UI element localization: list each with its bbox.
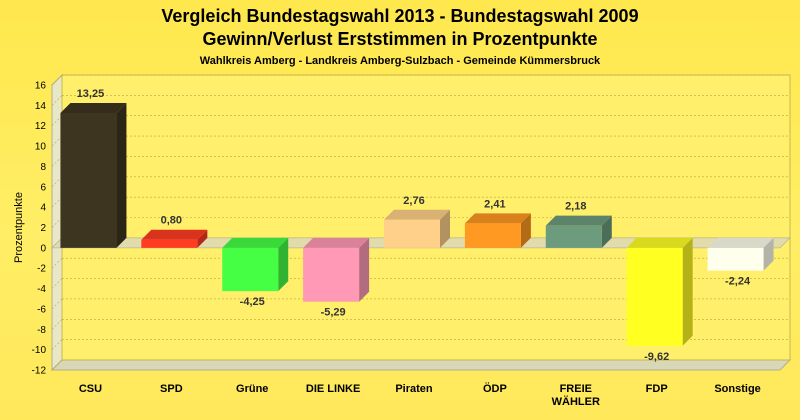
- bar-side: [278, 237, 289, 292]
- y-tick-label: -8: [37, 325, 46, 336]
- y-axis-title: Prozentpunkte: [13, 192, 25, 263]
- x-tick-label: SPD: [160, 383, 183, 395]
- bar-side: [197, 229, 208, 248]
- value-label: 2,41: [484, 198, 505, 210]
- bar-top: [545, 215, 612, 226]
- x-tick-label: CSU: [79, 383, 102, 395]
- bar-top: [707, 237, 774, 248]
- y-tick-label: 8: [40, 162, 46, 173]
- bar-side: [359, 237, 370, 302]
- x-tick-label: FREIE: [560, 383, 592, 395]
- bar-top: [464, 213, 531, 224]
- value-label: -5,29: [321, 307, 346, 319]
- x-tick-label: Piraten: [395, 383, 433, 395]
- bar: [384, 219, 440, 248]
- y-tick-label: 2: [40, 223, 46, 234]
- value-label: 13,25: [77, 88, 105, 100]
- value-label: 2,18: [565, 201, 586, 213]
- y-tick-label: 12: [35, 121, 47, 132]
- value-label: 2,76: [403, 195, 424, 207]
- value-label: -4,25: [240, 296, 265, 308]
- bar: [545, 225, 602, 248]
- bar-side: [520, 213, 531, 248]
- chart-title-line2: Gewinn/Verlust Erststimmen in Prozentpun…: [202, 29, 598, 49]
- bar-side: [763, 237, 774, 271]
- y-tick-label: -2: [37, 264, 46, 275]
- value-label: -2,24: [725, 276, 751, 288]
- bar-top: [626, 237, 693, 248]
- y-tick-label: -4: [37, 284, 46, 295]
- x-tick-label: ÖDP: [483, 382, 507, 395]
- y-tick-label: 16: [35, 81, 47, 92]
- chart-title-line1: Vergleich Bundestagswahl 2013 - Bundesta…: [161, 6, 639, 26]
- bar: [60, 112, 117, 248]
- y-tick-label: 4: [40, 203, 46, 214]
- bar-top: [303, 237, 370, 248]
- chart-floor: [50, 359, 792, 371]
- y-tick-label: -12: [32, 366, 47, 377]
- y-tick-label: 6: [40, 182, 46, 193]
- y-tick-label: -10: [32, 345, 47, 356]
- x-tick-label: WÄHLER: [552, 395, 600, 408]
- chart-subtitle: Wahlkreis Amberg - Landkreis Amberg-Sulz…: [199, 55, 601, 67]
- bar-top: [141, 229, 208, 240]
- bar-side: [440, 209, 450, 248]
- bar-top: [384, 209, 450, 220]
- bar-side: [682, 237, 693, 346]
- x-tick-label: DIE LINKE: [306, 383, 360, 395]
- bar-top: [60, 102, 127, 113]
- x-tick-label: Grüne: [236, 383, 268, 395]
- y-tick-label: 0: [40, 243, 46, 254]
- bar: [626, 247, 683, 346]
- y-tick-label: -6: [37, 304, 46, 315]
- value-label: -9,62: [644, 351, 669, 363]
- bar-top: [222, 237, 289, 248]
- x-tick-label: Sonstige: [714, 383, 760, 395]
- bar-side: [116, 102, 127, 248]
- y-tick-label: 14: [35, 101, 47, 112]
- y-tick-label: 10: [35, 142, 47, 153]
- bar: [222, 247, 279, 292]
- bar: [707, 247, 764, 271]
- value-label: 0,80: [161, 215, 182, 227]
- bar: [141, 239, 198, 248]
- bar: [464, 223, 521, 248]
- bar-side: [601, 215, 612, 248]
- x-tick-label: FDP: [646, 383, 668, 395]
- bar: [303, 247, 360, 302]
